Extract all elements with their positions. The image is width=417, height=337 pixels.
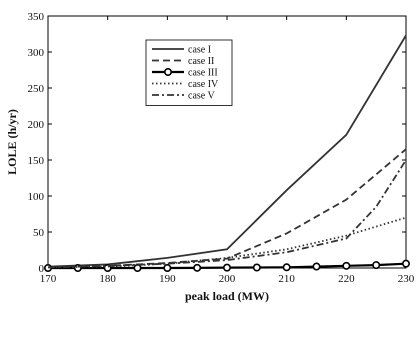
y-tick-label: 50 (33, 227, 45, 239)
x-axis-label: peak load (MW) (185, 289, 269, 303)
y-tick-label: 200 (28, 119, 45, 131)
x-tick-label: 180 (99, 273, 116, 285)
data-point-case-iii (342, 261, 351, 270)
x-tick-label: 200 (219, 273, 236, 285)
data-point-case-iii (193, 263, 202, 272)
data-point-case-iii (133, 263, 142, 272)
y-tick-label: 250 (28, 83, 45, 95)
y-tick-label: 0 (39, 263, 45, 275)
data-point-case-iii (312, 262, 321, 271)
data-point-case-iii (282, 263, 291, 272)
legend-label-case-ii: case II (188, 56, 214, 67)
legend-marker-case-iii (164, 68, 173, 77)
x-tick-label: 170 (40, 273, 57, 285)
x-tick-label: 210 (278, 273, 295, 285)
x-tick-label: 230 (398, 273, 415, 285)
data-point-case-iii (223, 263, 232, 272)
y-axis-label: LOLE (h/yr) (5, 109, 19, 175)
data-point-case-iii (163, 263, 172, 272)
x-tick-label: 220 (338, 273, 355, 285)
data-point-case-iii (401, 259, 410, 268)
y-tick-label: 150 (28, 155, 45, 167)
data-point-case-iii (372, 261, 381, 270)
series-line-case-v (47, 159, 407, 269)
y-tick-label: 350 (28, 11, 45, 23)
y-tick-label: 100 (28, 191, 45, 203)
legend-label-case-iii: case III (188, 68, 218, 79)
series-line-case-iv (47, 216, 407, 269)
y-tick-label: 300 (28, 47, 45, 59)
legend-label-case-i: case I (188, 45, 211, 56)
legend-label-case-iv: case IV (188, 79, 219, 90)
x-tick-label: 190 (159, 273, 176, 285)
legend-label-case-v: case V (188, 91, 216, 102)
data-point-case-iii (252, 263, 261, 272)
series-layer (43, 34, 410, 272)
